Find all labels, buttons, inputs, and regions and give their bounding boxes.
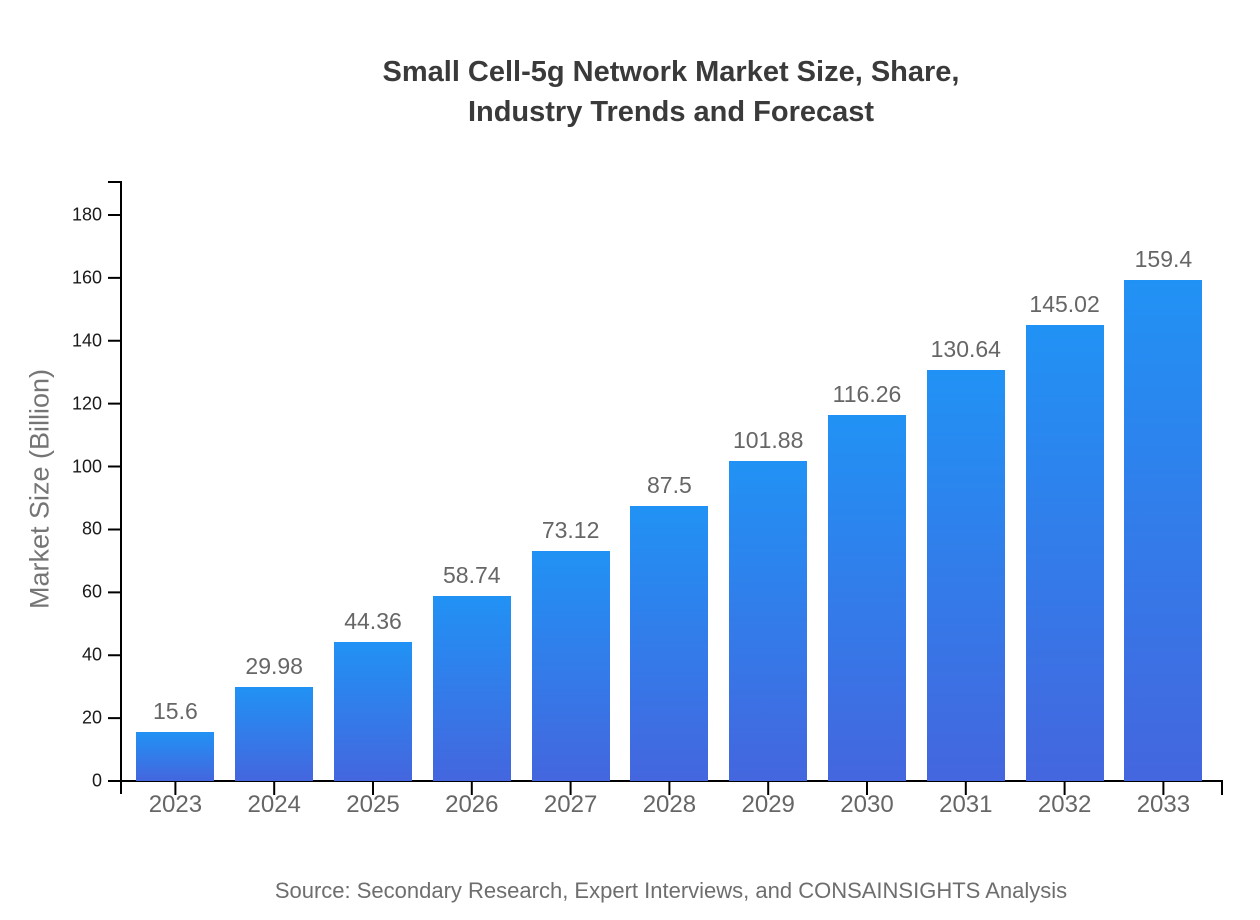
bar-value-label: 145.02 (1029, 290, 1100, 317)
bar-2033 (1124, 279, 1203, 781)
bar-value-label: 73.12 (541, 517, 600, 544)
bar-value-label: 15.6 (153, 697, 198, 724)
bar-2028 (630, 505, 709, 781)
y-tick-label: 20 (81, 707, 102, 728)
bar-value-label: 101.88 (733, 426, 804, 453)
bar-2032 (1025, 324, 1104, 781)
y-tick-label: 100 (71, 456, 102, 477)
bar-2031 (926, 370, 1005, 781)
source-note: Source: Secondary Research, Expert Inter… (274, 878, 1068, 903)
y-tick-label: 60 (81, 581, 102, 602)
y-tick-label: 180 (71, 204, 102, 225)
bar-value-label: 58.74 (443, 562, 501, 589)
x-tick-label: 2023 (148, 791, 203, 818)
chart-title-line-1: Small Cell-5g Network Market Size, Share… (382, 56, 960, 88)
bar-2030 (828, 415, 906, 781)
bar-2024 (235, 686, 314, 781)
chart-title-line-2: Industry Trends and Forecast (467, 96, 875, 128)
x-tick-label: 2025 (346, 791, 400, 818)
y-tick-label: 160 (71, 267, 102, 288)
x-tick-label: 2028 (642, 791, 697, 818)
y-tick-label: 40 (81, 644, 102, 665)
x-tick-label: 2030 (840, 791, 894, 818)
chart-title: Small Cell-5g Network Market Size, Share… (0, 52, 1260, 132)
bar-2027 (531, 551, 610, 781)
y-tick-label: 140 (71, 330, 102, 351)
y-tick-label: 0 (91, 770, 102, 791)
bar-value-label: 44.36 (344, 607, 402, 634)
x-tick-label: 2031 (939, 791, 993, 818)
bar-value-label: 29.98 (245, 652, 303, 679)
bar-2023 (136, 731, 215, 781)
bar-2025 (334, 641, 412, 781)
bar-value-label: 130.64 (930, 336, 1001, 363)
x-tick-label: 2026 (445, 791, 499, 818)
bar-value-label: 116.26 (832, 381, 902, 408)
y-axis-title: Market Size (Billion) (24, 368, 55, 610)
y-tick-label: 80 (81, 518, 102, 539)
x-tick-label: 2029 (741, 791, 795, 818)
bar-2029 (729, 460, 808, 781)
bar-value-label: 87.5 (647, 471, 692, 498)
bar-2026 (432, 596, 511, 781)
x-tick-label: 2027 (543, 791, 598, 818)
x-tick-label: 2033 (1136, 791, 1191, 818)
x-tick-label: 2032 (1037, 791, 1092, 818)
y-tick-label: 120 (71, 393, 102, 414)
bar-value-label: 159.4 (1134, 245, 1193, 272)
x-tick-label: 2024 (247, 791, 301, 818)
